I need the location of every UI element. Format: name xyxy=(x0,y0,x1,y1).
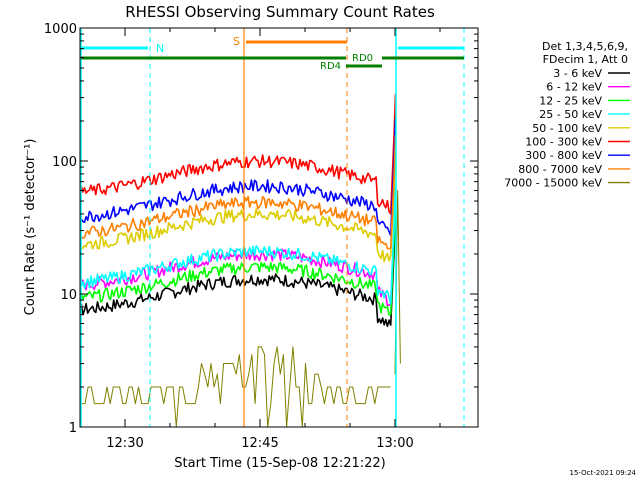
x-tick-label-0: 12:30 xyxy=(106,436,143,451)
y-axis-label: Count Rate (s⁻¹ detector⁻¹) xyxy=(23,139,38,316)
saa-label: S xyxy=(233,35,240,48)
x-axis-label: Start Time (15-Sep-08 12:21:22) xyxy=(174,456,385,471)
series-line-7 xyxy=(80,118,397,237)
series-line-2 xyxy=(80,186,397,307)
legend-label-5: 50 - 100 keV xyxy=(532,122,602,135)
y-tick-label-2: 100 xyxy=(52,155,77,170)
plot-frame xyxy=(79,27,479,428)
legend-label-3: 12 - 25 keV xyxy=(539,94,602,107)
series-line-3 xyxy=(80,199,397,316)
series-line-9 xyxy=(81,190,401,428)
legend-label-7: 300 - 800 keV xyxy=(525,149,602,162)
legend-header-line-1: Det 1,3,4,5,6,9, xyxy=(542,40,628,53)
legend-label-1: 3 - 6 keV xyxy=(553,67,602,80)
legend-label-9: 7000 - 15000 keV xyxy=(504,177,602,190)
legend-label-4: 25 - 50 keV xyxy=(539,108,602,121)
legend-label-2: 6 - 12 keV xyxy=(546,81,602,94)
series-line-1 xyxy=(80,211,397,328)
y-tick-label-0: 1 xyxy=(69,421,77,436)
legend: Det 1,3,4,5,6,9, FDecim 1, Att 0 3 - 6 k… xyxy=(504,40,630,190)
rd0-label: RD0 xyxy=(352,53,373,64)
y-tick-label-3: 1000 xyxy=(44,22,77,37)
legend-label-8: 800 - 7000 keV xyxy=(518,163,602,176)
legend-label-6: 100 - 300 keV xyxy=(525,136,602,149)
series-line-4 xyxy=(80,183,397,305)
series-line-5 xyxy=(80,146,397,263)
night-label: N xyxy=(156,42,164,55)
generation-timestamp: 15-Oct-2021 09:24 xyxy=(570,469,637,477)
axis-layer: 12:30 12:45 13:00 1 10 100 1000 xyxy=(44,22,478,451)
y-tick-label-1: 10 xyxy=(60,288,77,303)
x-tick-label-2: 13:00 xyxy=(376,436,413,451)
series-line-8 xyxy=(80,134,397,250)
series-line-6 xyxy=(80,93,397,215)
chart-title: RHESSI Observing Summary Count Rates xyxy=(125,3,435,21)
legend-header-line-2: FDecim 1, Att 0 xyxy=(543,53,628,66)
rd4-label: RD4 xyxy=(320,61,341,72)
overlay-layer: N S RD0 RD4 xyxy=(80,28,465,427)
x-tick-label-1: 12:45 xyxy=(241,436,278,451)
series-layer xyxy=(80,93,401,428)
